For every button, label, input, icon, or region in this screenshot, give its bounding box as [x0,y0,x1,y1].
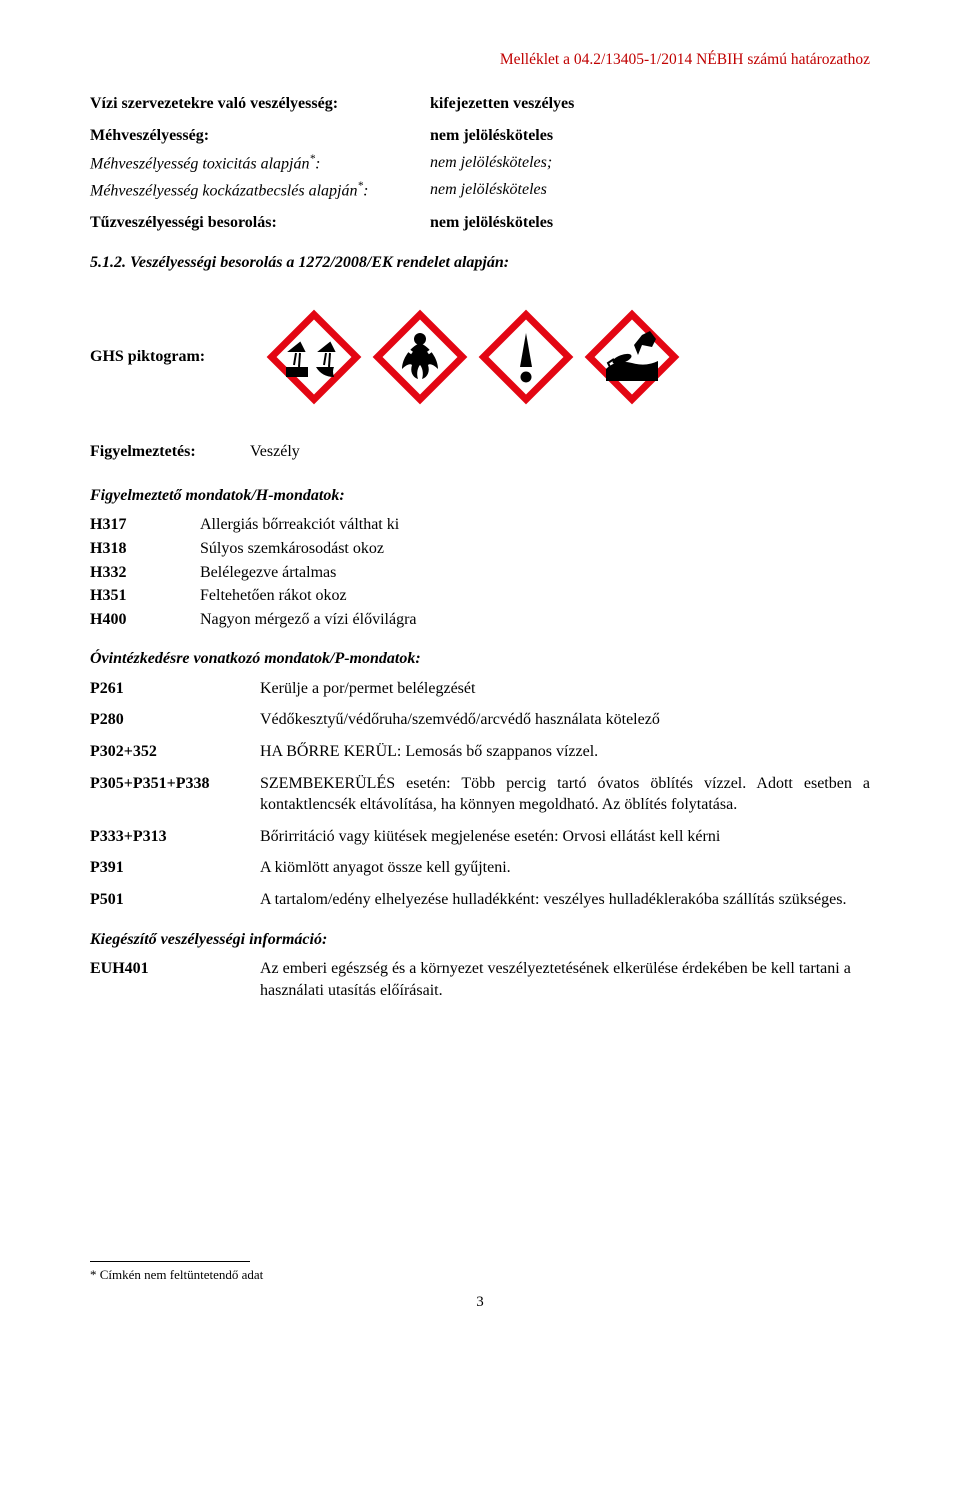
page-number: 3 [90,1292,870,1312]
h-statement-row: H351 Feltehetően rákot okoz [90,585,870,607]
p-statement-row: P305+P351+P338 SZEMBEKERÜLÉS esetén: Töb… [90,773,870,816]
h-statement-row: H318 Súlyos szemkárosodást okoz [90,538,870,560]
p-desc: A kiömlött anyagot össze kell gyűjteni. [260,857,870,879]
p-desc: Kerülje a por/permet belélegzését [260,678,870,700]
signal-label: Figyelmeztetés: [90,441,250,463]
h-code: H351 [90,585,200,607]
h-statement-row: H317 Allergiás bőrreakciót válthat ki [90,514,870,536]
classification-row: Vízi szervezetekre való veszélyesség:kif… [90,93,870,115]
ghs-environment-icon [584,309,680,405]
h-statement-row: H332 Belélegezve ártalmas [90,562,870,584]
euh-table: EUH401 Az emberi egészség és a környezet… [90,958,870,1001]
classification-label: Tűzveszélyességi besorolás: [90,212,430,234]
h-statements-heading: Figyelmeztető mondatok/H-mondatok: [90,485,870,507]
euh-heading: Kiegészítő veszélyességi információ: [90,929,870,951]
ghs-corrosion-icon [266,309,362,405]
p-statement-row: P501 A tartalom/edény elhelyezése hullad… [90,889,870,911]
ghs-exclamation-icon [478,309,574,405]
h-code: H317 [90,514,200,536]
p-code: P333+P313 [90,826,260,848]
classification-label: Méhveszélyesség toxicitás alapján*: [90,152,430,175]
p-statements-heading: Óvintézkedésre vonatkozó mondatok/P-mond… [90,648,870,670]
p-code: P305+P351+P338 [90,773,260,795]
p-statement-row: P391 A kiömlött anyagot össze kell gyűjt… [90,857,870,879]
h-statement-row: H400 Nagyon mérgező a vízi élővilágra [90,609,870,631]
h-code: H400 [90,609,200,631]
footnote-rule [90,1261,250,1262]
ghs-pictogram-container [266,309,680,405]
p-statement-row: P261 Kerülje a por/permet belélegzését [90,678,870,700]
header-attachment-note: Melléklet a 04.2/13405-1/2014 NÉBIH szám… [90,50,870,71]
p-desc: HA BŐRRE KERÜL: Lemosás bő szappanos víz… [260,741,870,763]
section-num: 5.1.2. [90,254,126,271]
p-code: P391 [90,857,260,879]
h-code: H318 [90,538,200,560]
ghs-label: GHS piktogram: [90,346,250,368]
classification-value: nem jelölésköteles [430,125,870,147]
p-statement-row: P280 Védőkesztyű/védőruha/szemvédő/arcvé… [90,709,870,731]
p-desc: A tartalom/edény elhelyezése hulladékkén… [260,889,870,911]
p-code: P501 [90,889,260,911]
section-title: Veszélyességi besorolás a 1272/2008/EK r… [130,254,509,271]
footnote-text: * Címkén nem feltüntetendő adat [90,1266,870,1284]
h-desc: Belélegezve ártalmas [200,562,870,584]
euh-code: EUH401 [90,958,260,1001]
euh-desc: Az emberi egészség és a környezet veszél… [260,958,870,1001]
p-desc: Bőrirritáció vagy kiütések megjelenése e… [260,826,870,848]
h-statements-table: H317 Allergiás bőrreakciót válthat kiH31… [90,514,870,630]
p-code: P261 [90,678,260,700]
h-desc: Súlyos szemkárosodást okoz [200,538,870,560]
classification-label: Méhveszélyesség: [90,125,430,147]
classification-value: nem jelölésköteles [430,212,870,234]
h-desc: Nagyon mérgező a vízi élővilágra [200,609,870,631]
classification-row: Méhveszélyesség toxicitás alapján*:nem j… [90,152,870,175]
euh-statement-row: EUH401 Az emberi egészség és a környezet… [90,958,870,1001]
p-desc: SZEMBEKERÜLÉS esetén: Több percig tartó … [260,773,870,816]
p-statement-row: P333+P313 Bőrirritáció vagy kiütések meg… [90,826,870,848]
classification-label: Méhveszélyesség kockázatbecslés alapján*… [90,179,430,202]
classification-value: kifejezetten veszélyes [430,93,870,115]
classification-row: Méhveszélyesség:nem jelölésköteles [90,125,870,147]
p-statements-table: P261 Kerülje a por/permet belélegzésétP2… [90,678,870,911]
classification-row: Méhveszélyesség kockázatbecslés alapján*… [90,179,870,202]
classification-table: Vízi szervezetekre való veszélyesség:kif… [90,93,870,234]
h-code: H332 [90,562,200,584]
p-code: P280 [90,709,260,731]
p-statement-row: P302+352 HA BŐRRE KERÜL: Lemosás bő szap… [90,741,870,763]
signal-value: Veszély [250,441,870,463]
ghs-health-hazard-icon [372,309,468,405]
section-heading: 5.1.2. Veszélyességi besorolás a 1272/20… [90,252,870,274]
p-desc: Védőkesztyű/védőruha/szemvédő/arcvédő ha… [260,709,870,731]
ghs-pictogram-row: GHS piktogram: [90,309,870,405]
signal-word-row: Figyelmeztetés: Veszély [90,441,870,463]
h-desc: Allergiás bőrreakciót válthat ki [200,514,870,536]
classification-row: Tűzveszélyességi besorolás:nem jelöléskö… [90,212,870,234]
h-desc: Feltehetően rákot okoz [200,585,870,607]
classification-value: nem jelölésköteles [430,179,870,202]
classification-value: nem jelölésköteles; [430,152,870,175]
p-code: P302+352 [90,741,260,763]
classification-label: Vízi szervezetekre való veszélyesség: [90,93,430,115]
